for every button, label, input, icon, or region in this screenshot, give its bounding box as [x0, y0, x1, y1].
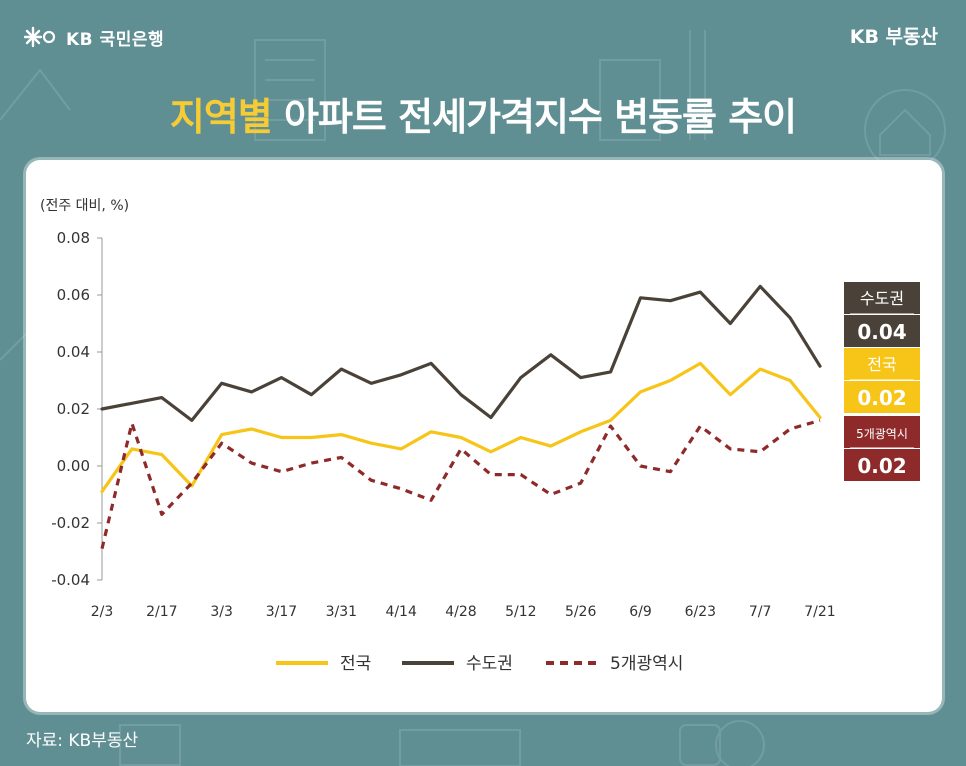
line-chart: (전주 대비, %) 0.08 0.06 0.04 0.02 0.00 -0.02 -0.04… [40, 198, 920, 674]
title-rest: 아파트 전세가격지수 변동률 추이 [271, 95, 797, 139]
y-tick-label: 0.08 [57, 229, 90, 247]
y-axis-label: (전주 대비, %) [40, 198, 129, 214]
end-label-value-box [844, 449, 920, 481]
series-line-3 [100, 418, 821, 549]
end-label-name-box [844, 416, 920, 448]
legend-label-3: 5개광역시 [610, 654, 683, 674]
legend-label-1: 전국 [340, 654, 371, 674]
x-tick-label: 5/26 [565, 604, 597, 620]
series-line-1 [100, 361, 822, 494]
x-tick-label: 2/17 [146, 604, 177, 620]
x-tick-label: 4/14 [385, 604, 417, 620]
end-label-value: 0.04 [857, 320, 906, 344]
kb-star-icon [24, 26, 56, 48]
y-tick-label: 0.02 [57, 400, 90, 418]
x-tick-label: 7/7 [749, 604, 772, 620]
x-tick-label: 3/31 [326, 604, 357, 620]
source-note: 자료: KB부동산 [26, 731, 139, 751]
chart-card: (전주 대비, %) 0.08 0.06 0.04 0.02 0.00 -0.02 -0.04… [26, 160, 942, 712]
end-label-value: 0.02 [857, 454, 906, 478]
x-tick-label: 4/28 [445, 604, 476, 620]
end-label-name-box [844, 348, 920, 380]
y-tick-label: 0.06 [57, 286, 90, 304]
x-tick-label: 6/23 [685, 604, 716, 620]
end-label-name: 수도권 [860, 289, 904, 308]
legend-label-2: 수도권 [466, 654, 513, 674]
y-tick-label: -0.02 [51, 514, 90, 532]
end-label-value-box [844, 315, 920, 347]
end-label-value: 0.02 [857, 386, 906, 410]
x-tick-label: 7/21 [804, 604, 835, 620]
end-label-name: 5개광역시 [856, 427, 908, 441]
series-line-2 [100, 284, 822, 422]
title-highlight: 지역별 [169, 95, 273, 139]
kb-bank-logo: KB 국민은행 [24, 22, 164, 52]
x-tick-label: 3/3 [210, 604, 233, 620]
y-tick-label: 0.04 [57, 343, 90, 361]
kb-real-estate-logo: KB 부동산 [849, 26, 938, 48]
x-tick-label: 3/17 [266, 604, 297, 620]
page-title: 지역별 아파트 전세가격지수 변동률 추이 [0, 86, 966, 141]
bank-name: KB 국민은행 [66, 29, 165, 50]
x-tick-label: 2/3 [91, 604, 114, 620]
x-tick-label: 6/9 [629, 604, 652, 620]
end-label-name: 전국 [867, 355, 896, 374]
end-label-value-box [844, 381, 920, 413]
end-label-name-box [844, 282, 920, 314]
x-tick-label: 5/12 [505, 604, 536, 620]
y-tick-label: -0.04 [51, 571, 90, 589]
y-tick-label: 0.00 [57, 457, 90, 475]
